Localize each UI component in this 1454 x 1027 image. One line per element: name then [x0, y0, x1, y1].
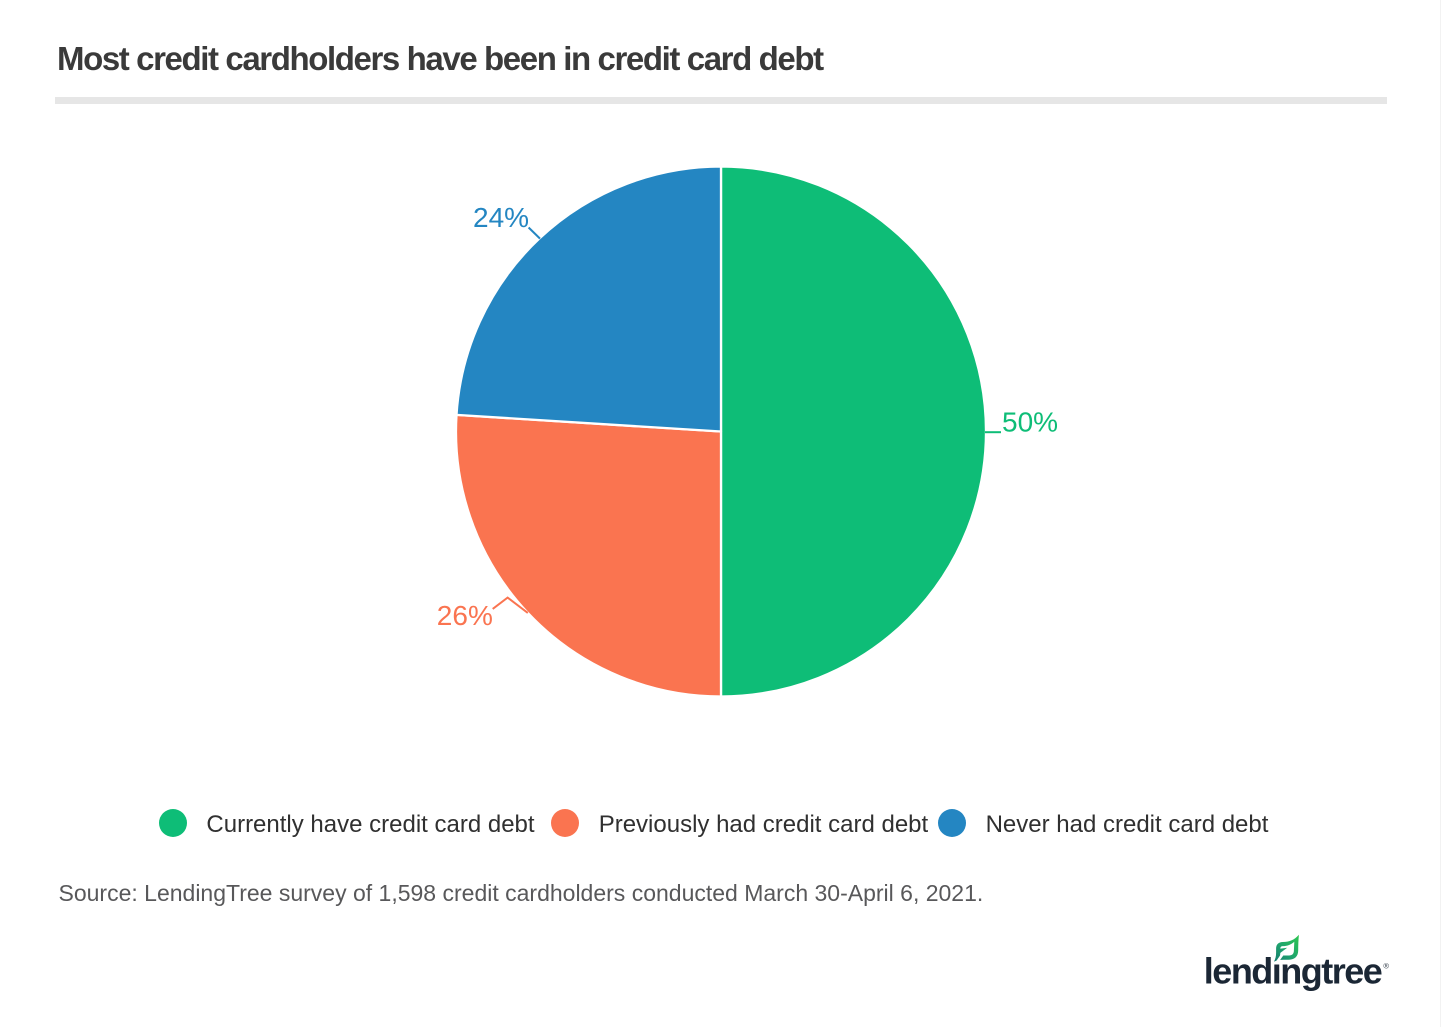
svg-text:24%: 24% [473, 202, 529, 233]
svg-text:®: ® [1383, 961, 1389, 970]
svg-text:50%: 50% [1002, 407, 1058, 438]
svg-text:26%: 26% [437, 600, 493, 631]
